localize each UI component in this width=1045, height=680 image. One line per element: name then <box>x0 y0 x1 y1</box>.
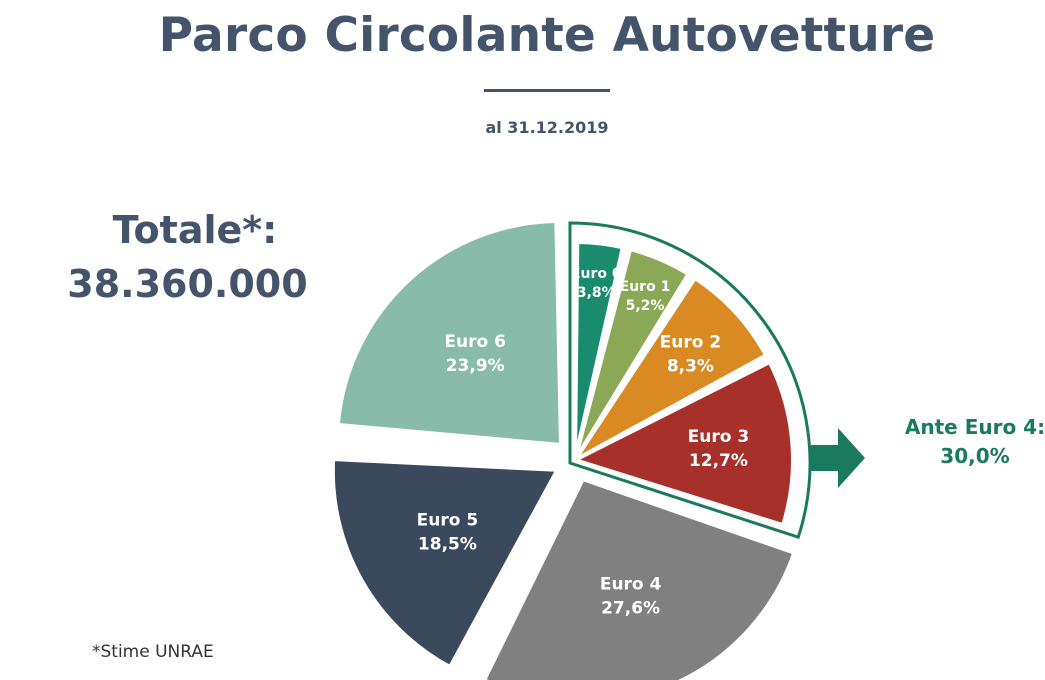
slice-label-euro-4: Euro 4 <box>600 574 662 594</box>
slice-value-euro-4: 27,6% <box>601 598 660 618</box>
ante-euro4-label: Ante Euro 4: <box>904 415 1045 439</box>
slice-value-euro-6: 23,9% <box>446 356 505 376</box>
ante-euro4-callout: Ante Euro 4: 30,0% <box>895 413 1045 471</box>
title-underline <box>484 89 610 92</box>
pie-slice-euro-2 <box>573 276 769 462</box>
page-title: Parco Circolante Autovetture <box>158 8 936 63</box>
pie-slice-euro-5 <box>332 459 557 667</box>
ante-euro4-group-outline <box>568 221 812 540</box>
pie-slice-euro-0 <box>573 240 625 462</box>
slice-value-euro-5: 18,5% <box>418 535 477 555</box>
slice-label-euro-2: Euro 2 <box>660 333 722 353</box>
slice-label-euro-1: Euro 1 <box>620 279 671 295</box>
pie-slice-euro-4 <box>484 479 795 680</box>
pie-slice-euro-1 <box>573 247 691 462</box>
pie-slice-euro-3 <box>573 359 795 528</box>
slice-label-euro-5: Euro 5 <box>417 511 479 531</box>
slice-value-euro-3: 12,7% <box>689 451 748 471</box>
ante-euro4-value: 30,0% <box>940 444 1010 468</box>
slice-value-euro-0: 3,8% <box>577 285 616 301</box>
footnote: *Stime UNRAE <box>92 642 214 662</box>
slice-value-euro-2: 8,3% <box>667 357 714 377</box>
callout-arrow-icon <box>811 428 865 488</box>
total-label: Totale*: <box>112 208 278 252</box>
total-value: 38.360.000 <box>67 262 308 306</box>
slice-label-euro-0: Euro 0 <box>571 266 622 282</box>
slice-label-euro-3: Euro 3 <box>688 427 750 447</box>
date-subtitle: al 31.12.2019 <box>485 118 609 137</box>
pie-slice-euro-6 <box>337 220 561 445</box>
slice-label-euro-6: Euro 6 <box>444 332 506 352</box>
slice-value-euro-1: 5,2% <box>626 298 665 314</box>
